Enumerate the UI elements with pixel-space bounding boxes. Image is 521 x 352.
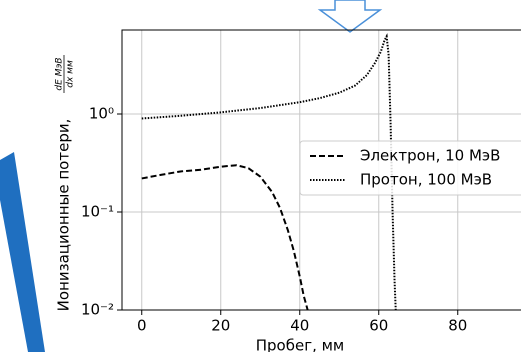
x-tick-label: 60 [369, 317, 388, 335]
plot-frame [121, 29, 521, 311]
legend-label: Электрон, 10 МэВ [360, 147, 500, 165]
y-label-denominator: dx мм [66, 60, 76, 88]
legend-label: Протон, 100 МэВ [360, 171, 492, 189]
legend-box [299, 140, 521, 196]
series-line [141, 164, 309, 311]
x-tick-label: 80 [448, 317, 467, 335]
x-tick-label: 0 [137, 317, 147, 335]
y-tick-label: 10⁰ [89, 105, 114, 123]
x-axis-label: Пробег, мм [256, 337, 345, 352]
y-tick-label: 10⁻² [81, 301, 114, 319]
x-tick-label: 20 [211, 317, 230, 335]
stripe-decoration [0, 152, 45, 352]
y-label-numerator: dE МэВ [55, 57, 65, 90]
arrow-decoration [317, 0, 383, 33]
y-axis-label: Ионизационные потери, [55, 119, 73, 312]
y-tick-label: 10⁻¹ [81, 203, 114, 221]
series-line [141, 33, 397, 311]
x-tick-label: 40 [290, 317, 309, 335]
